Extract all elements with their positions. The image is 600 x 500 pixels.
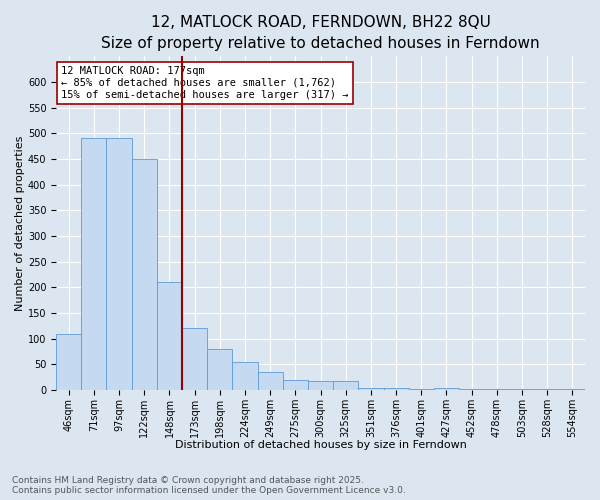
Bar <box>56 334 82 390</box>
Bar <box>308 381 333 390</box>
X-axis label: Distribution of detached houses by size in Ferndown: Distribution of detached houses by size … <box>175 440 467 450</box>
Bar <box>283 380 308 390</box>
Bar <box>232 362 257 390</box>
Bar <box>459 389 484 390</box>
Y-axis label: Number of detached properties: Number of detached properties <box>15 136 25 311</box>
Bar <box>434 388 459 390</box>
Bar <box>257 372 283 390</box>
Text: 12 MATLOCK ROAD: 177sqm
← 85% of detached houses are smaller (1,762)
15% of semi: 12 MATLOCK ROAD: 177sqm ← 85% of detache… <box>61 66 349 100</box>
Bar <box>182 328 207 390</box>
Bar <box>383 388 409 390</box>
Bar <box>560 389 585 390</box>
Bar <box>358 388 383 390</box>
Title: 12, MATLOCK ROAD, FERNDOWN, BH22 8QU
Size of property relative to detached house: 12, MATLOCK ROAD, FERNDOWN, BH22 8QU Siz… <box>101 15 540 51</box>
Bar <box>82 138 106 390</box>
Bar <box>106 138 131 390</box>
Bar <box>484 389 509 390</box>
Bar <box>535 389 560 390</box>
Bar <box>157 282 182 390</box>
Bar <box>509 389 535 390</box>
Bar <box>207 349 232 390</box>
Text: Contains HM Land Registry data © Crown copyright and database right 2025.
Contai: Contains HM Land Registry data © Crown c… <box>12 476 406 495</box>
Bar <box>131 159 157 390</box>
Bar <box>333 381 358 390</box>
Bar <box>409 389 434 390</box>
